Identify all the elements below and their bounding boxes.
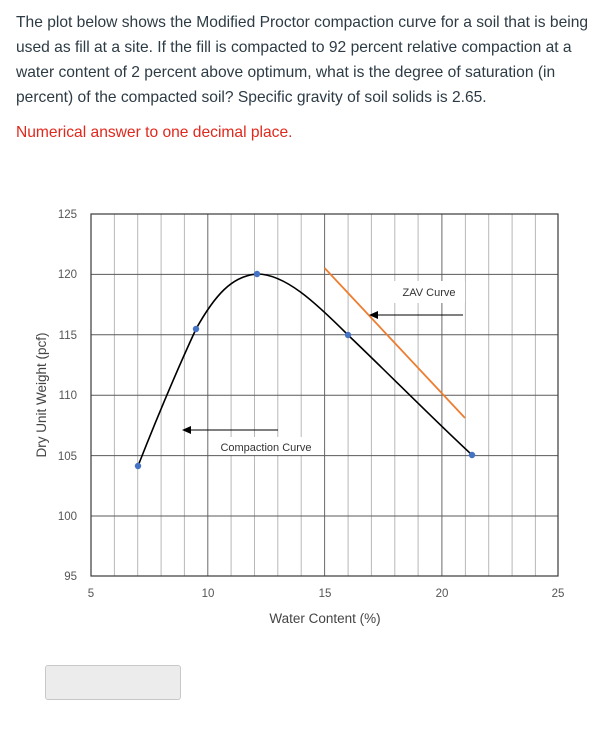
y-tick: 110 bbox=[59, 390, 77, 402]
x-axis-title: Water Content (%) bbox=[269, 611, 380, 626]
x-tick: 20 bbox=[436, 588, 449, 600]
data-point bbox=[344, 331, 352, 339]
x-tick: 5 bbox=[88, 588, 94, 600]
horizontal-gridlines bbox=[91, 273, 558, 517]
data-point bbox=[253, 270, 261, 278]
y-tick: 115 bbox=[59, 330, 77, 342]
y-tick: 95 bbox=[64, 571, 77, 583]
arrowhead-icon bbox=[182, 426, 191, 434]
plot-area-border bbox=[90, 213, 559, 577]
question-text: The plot below shows the Modified Procto… bbox=[16, 14, 589, 106]
y-tick: 125 bbox=[58, 209, 77, 221]
x-tick: 10 bbox=[202, 588, 215, 600]
x-tick: 25 bbox=[552, 588, 565, 600]
data-points bbox=[134, 270, 476, 470]
data-point bbox=[468, 451, 476, 459]
zav-curve-line bbox=[323, 267, 466, 419]
y-axis-title: Dry Unit Weight (pcf) bbox=[34, 332, 49, 457]
answer-input[interactable] bbox=[45, 665, 181, 700]
arrowhead-icon bbox=[369, 311, 378, 319]
x-tick-labels: 5 10 15 20 25 bbox=[88, 588, 565, 600]
y-tick-labels: 125 120 115 110 105 100 95 bbox=[58, 209, 77, 583]
compaction-curve-label: Compaction Curve bbox=[220, 442, 311, 454]
zav-curve-label: ZAV Curve bbox=[403, 287, 456, 299]
data-point bbox=[134, 462, 142, 470]
y-tick: 100 bbox=[58, 511, 77, 523]
answer-instruction: Numerical answer to one decimal place. bbox=[16, 124, 293, 141]
x-tick: 15 bbox=[319, 588, 332, 600]
compaction-chart: ZAV Curve Compaction Curve 125 120 115 1… bbox=[34, 209, 565, 626]
y-tick: 120 bbox=[58, 269, 77, 281]
y-tick: 105 bbox=[58, 451, 77, 463]
compaction-label-box bbox=[210, 437, 322, 455]
zav-label-box bbox=[393, 281, 465, 303]
data-point bbox=[192, 325, 200, 333]
